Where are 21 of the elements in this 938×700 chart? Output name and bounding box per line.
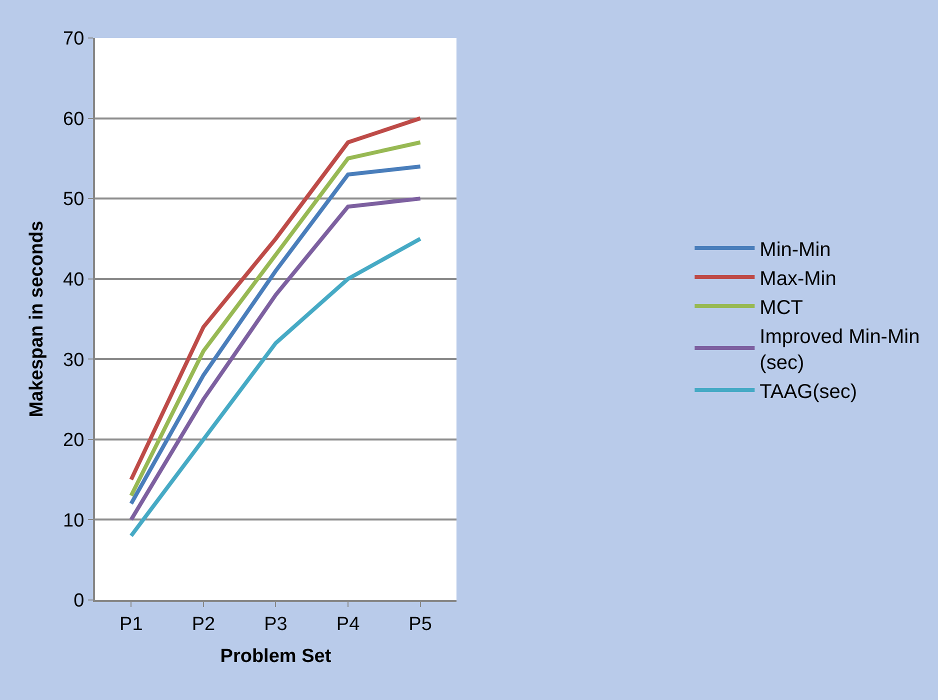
legend-label: Improved Min-Min (sec) (760, 326, 920, 374)
y-tick-label: 60 (63, 108, 84, 130)
y-tick-label: 50 (63, 189, 84, 210)
legend-label: MCT (760, 296, 803, 319)
legend-label: Max-Min (760, 268, 836, 290)
y-tick-label: 40 (63, 270, 84, 291)
x-tick-label: P1 (120, 614, 143, 635)
x-tick-label: P4 (336, 614, 360, 635)
y-tick-label: 70 (63, 28, 84, 50)
x-axis-title: Problem Set (220, 646, 332, 668)
y-tick-label: 30 (63, 350, 84, 371)
x-tick-label: P5 (408, 614, 432, 635)
x-tick-label: P3 (264, 614, 288, 635)
y-tick-label: 20 (63, 430, 84, 452)
line-series (129, 236, 422, 538)
x-tick-label: P2 (192, 614, 216, 635)
y-axis-title: Makespan in seconds (26, 220, 48, 418)
legend-label: TAAG(sec) (760, 380, 858, 403)
y-tick-label: 10 (63, 510, 84, 532)
y-tick-label: 0 (74, 590, 84, 612)
legend-label: Min-Min (760, 238, 831, 261)
